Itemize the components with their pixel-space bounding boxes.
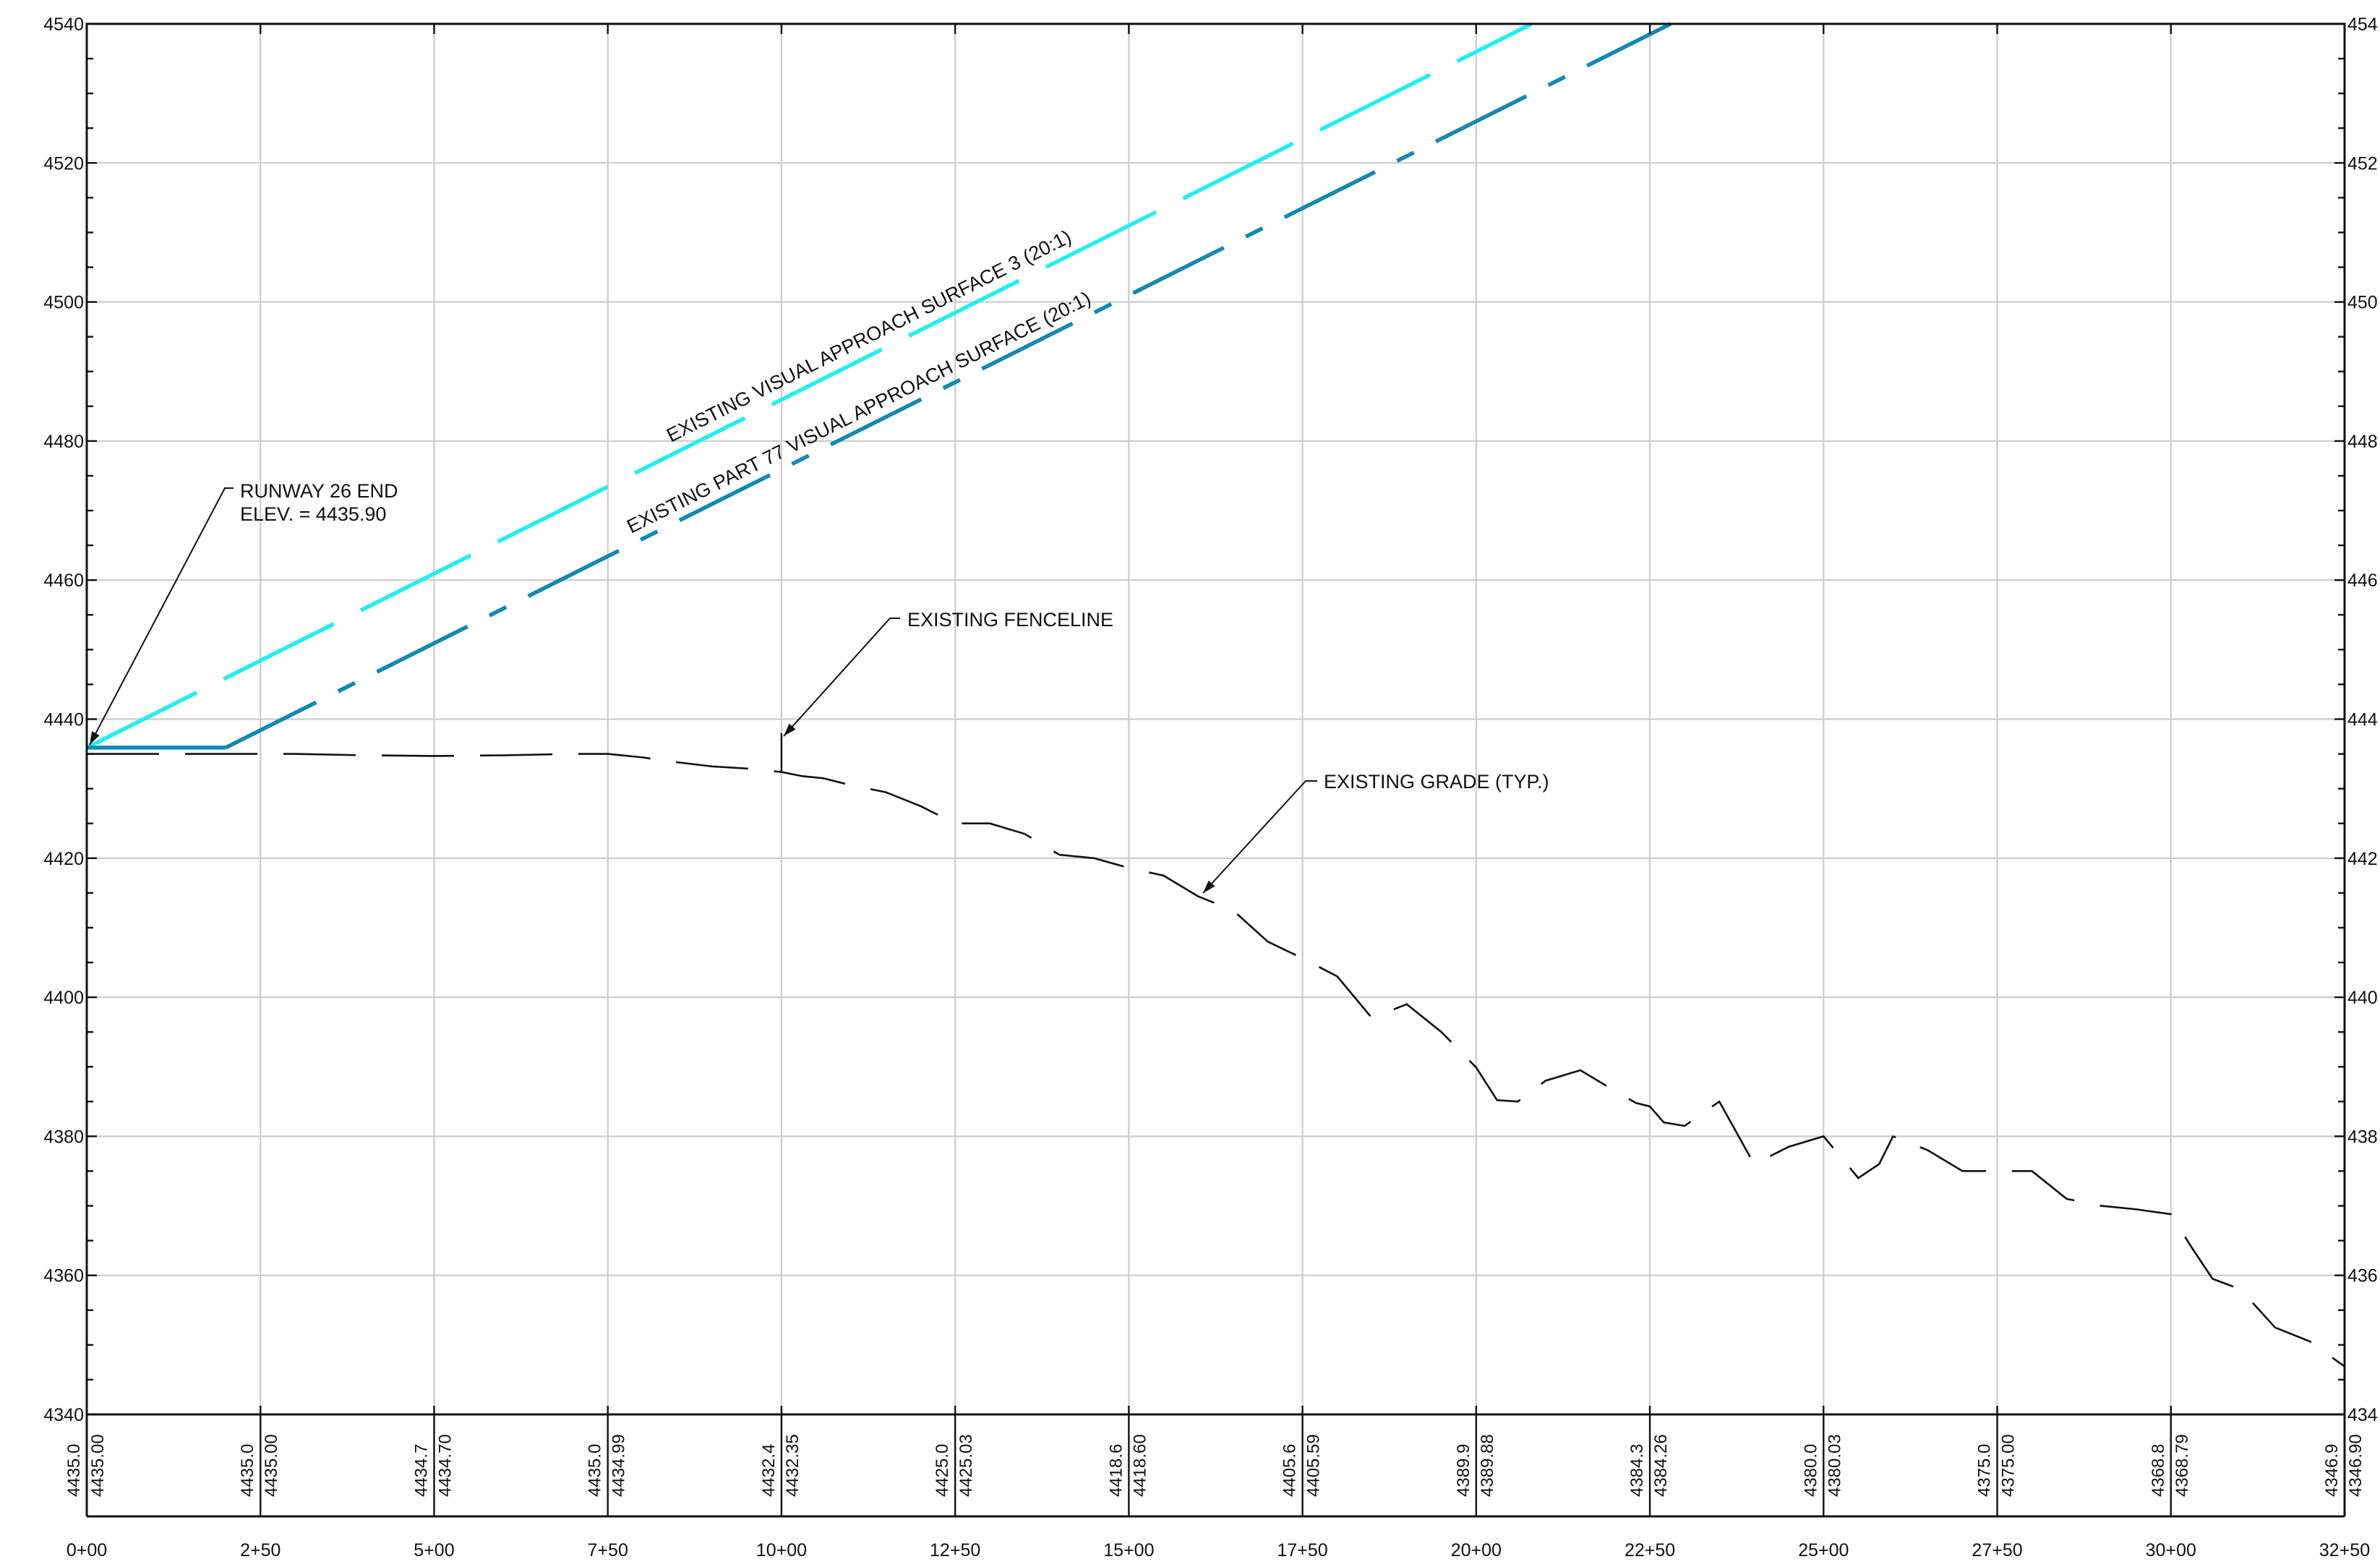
y-tick-label-left: 4460 bbox=[43, 571, 84, 591]
series-line-part77 bbox=[224, 22, 1672, 750]
y-tick-label-right: 446 bbox=[2347, 571, 2378, 591]
y-tick-label-right: 454 bbox=[2347, 14, 2378, 35]
x-tick-label-station: 30+00 bbox=[2146, 1540, 2196, 1560]
existing-elevation-label: 4435.0 bbox=[238, 1444, 257, 1497]
profile-elevation-label: 4405.59 bbox=[1304, 1434, 1324, 1497]
profile-elevation-label: 4435.00 bbox=[262, 1434, 281, 1497]
existing-elevation-label: 4432.4 bbox=[759, 1444, 779, 1497]
x-tick-label-station: 27+50 bbox=[1972, 1540, 2022, 1560]
profile-elevation-label: 4432.35 bbox=[783, 1434, 802, 1497]
profile-elevation-label: 4384.26 bbox=[1651, 1434, 1671, 1497]
x-tick-label-station: 22+50 bbox=[1625, 1540, 1675, 1560]
runway-leader-arrow bbox=[90, 731, 100, 745]
y-tick-label-right: 452 bbox=[2347, 153, 2378, 174]
x-tick-label-station: 0+00 bbox=[67, 1540, 107, 1560]
existing-elevation-label: 4389.9 bbox=[1454, 1444, 1473, 1497]
y-tick-label-left: 4440 bbox=[43, 710, 84, 730]
existing-elevation-label: 4368.8 bbox=[2149, 1444, 2168, 1497]
annotation-existing-fenceline: EXISTING FENCELINE bbox=[907, 609, 1113, 631]
y-tick-label-left: 4360 bbox=[43, 1266, 84, 1286]
profile-elevation-label: 4346.90 bbox=[2346, 1434, 2366, 1497]
grade-leader-arrow bbox=[1203, 880, 1215, 893]
existing-elevation-label: 4375.0 bbox=[1975, 1444, 1995, 1497]
y-tick-label-right: 434 bbox=[2347, 1405, 2378, 1425]
x-tick-label-station: 7+50 bbox=[588, 1540, 628, 1560]
y-tick-label-left: 4380 bbox=[43, 1127, 84, 1147]
profile-elevation-label: 4380.03 bbox=[1825, 1434, 1844, 1497]
y-tick-label-right: 436 bbox=[2347, 1266, 2378, 1286]
y-tick-label-right: 440 bbox=[2347, 988, 2378, 1008]
profile-elevation-label: 4434.70 bbox=[435, 1434, 455, 1497]
y-tick-label-right: 442 bbox=[2347, 849, 2378, 869]
series-layer bbox=[85, 22, 2345, 1367]
existing-elevation-label: 4418.6 bbox=[1106, 1444, 1126, 1497]
existing-elevation-label: 4384.3 bbox=[1627, 1444, 1647, 1497]
y-tick-label-right: 450 bbox=[2347, 293, 2378, 313]
x-tick-label-station: 5+00 bbox=[414, 1540, 454, 1560]
profile-elevation-label: 4425.03 bbox=[956, 1434, 976, 1497]
annotation-runway-elevation: ELEV. = 4435.90 bbox=[240, 503, 386, 525]
y-tick-label-left: 4520 bbox=[43, 153, 84, 174]
series-line-vas3 bbox=[85, 22, 1533, 750]
chart-frame bbox=[85, 22, 2346, 1518]
y-tick-label-left: 4500 bbox=[43, 293, 84, 313]
y-tick-label-left: 4540 bbox=[43, 14, 84, 35]
existing-elevation-label: 4380.0 bbox=[1801, 1444, 1820, 1497]
profile-elevation-label: 4389.88 bbox=[1478, 1434, 1497, 1497]
series-line-existing-grade bbox=[87, 753, 2345, 1367]
x-tick-label-station: 25+00 bbox=[1798, 1540, 1849, 1560]
profile-elevation-label: 4435.00 bbox=[88, 1434, 108, 1497]
axes: 4340 434 4360 436 4380 438 4400 440 4420 442 4440 4… bbox=[43, 14, 2377, 1560]
y-tick-label-left: 4400 bbox=[43, 988, 84, 1008]
profile-elevation-label: 4375.00 bbox=[1999, 1434, 2019, 1497]
annotation-runway-26-end: RUNWAY 26 END bbox=[240, 480, 398, 502]
y-tick-label-left: 4340 bbox=[43, 1405, 84, 1425]
grid-lines bbox=[87, 24, 2345, 1414]
y-tick-label-right: 444 bbox=[2347, 710, 2378, 730]
existing-elevation-label: 4346.9 bbox=[2322, 1444, 2342, 1497]
x-tick-label-station: 12+50 bbox=[930, 1540, 980, 1560]
leader-line bbox=[1202, 780, 1317, 894]
existing-elevation-label: 4435.0 bbox=[586, 1444, 605, 1497]
fence-leader-arrow bbox=[784, 723, 796, 736]
existing-elevation-label: 4435.0 bbox=[64, 1444, 84, 1497]
x-tick-label-station: 15+00 bbox=[1103, 1540, 1154, 1560]
x-tick-label-station: 2+50 bbox=[240, 1540, 281, 1560]
y-tick-label-right: 438 bbox=[2347, 1127, 2378, 1147]
x-tick-label-station: 32+50 bbox=[2319, 1540, 2370, 1560]
y-tick-label-left: 4480 bbox=[43, 432, 84, 452]
x-tick-label-station: 17+50 bbox=[1277, 1540, 1328, 1560]
y-tick-label-left: 4420 bbox=[43, 849, 84, 869]
profile-elevation-label: 4368.79 bbox=[2173, 1434, 2192, 1497]
leader-line bbox=[89, 487, 234, 746]
existing-elevation-label: 4425.0 bbox=[933, 1444, 952, 1497]
existing-elevation-label: 4434.7 bbox=[411, 1444, 431, 1497]
existing-elevation-label: 4405.6 bbox=[1280, 1444, 1300, 1497]
profile-elevation-label: 4434.99 bbox=[609, 1434, 629, 1497]
profile-elevation-label: 4418.60 bbox=[1130, 1434, 1150, 1497]
x-tick-label-station: 20+00 bbox=[1451, 1540, 1502, 1560]
annotation-existing-grade: EXISTING GRADE (TYP.) bbox=[1324, 771, 1549, 793]
x-tick-label-station: 10+00 bbox=[756, 1540, 807, 1560]
y-tick-label-right: 448 bbox=[2347, 432, 2378, 452]
leader-line bbox=[783, 618, 900, 737]
